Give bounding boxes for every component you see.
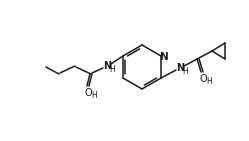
Text: H: H [206,78,212,86]
Text: O: O [199,74,207,84]
Text: N: N [176,63,184,73]
Text: N: N [160,52,169,62]
Text: H: H [109,64,115,73]
Text: N: N [103,61,111,71]
Text: O: O [84,88,92,98]
Text: H: H [182,67,188,75]
Text: H: H [91,92,97,101]
